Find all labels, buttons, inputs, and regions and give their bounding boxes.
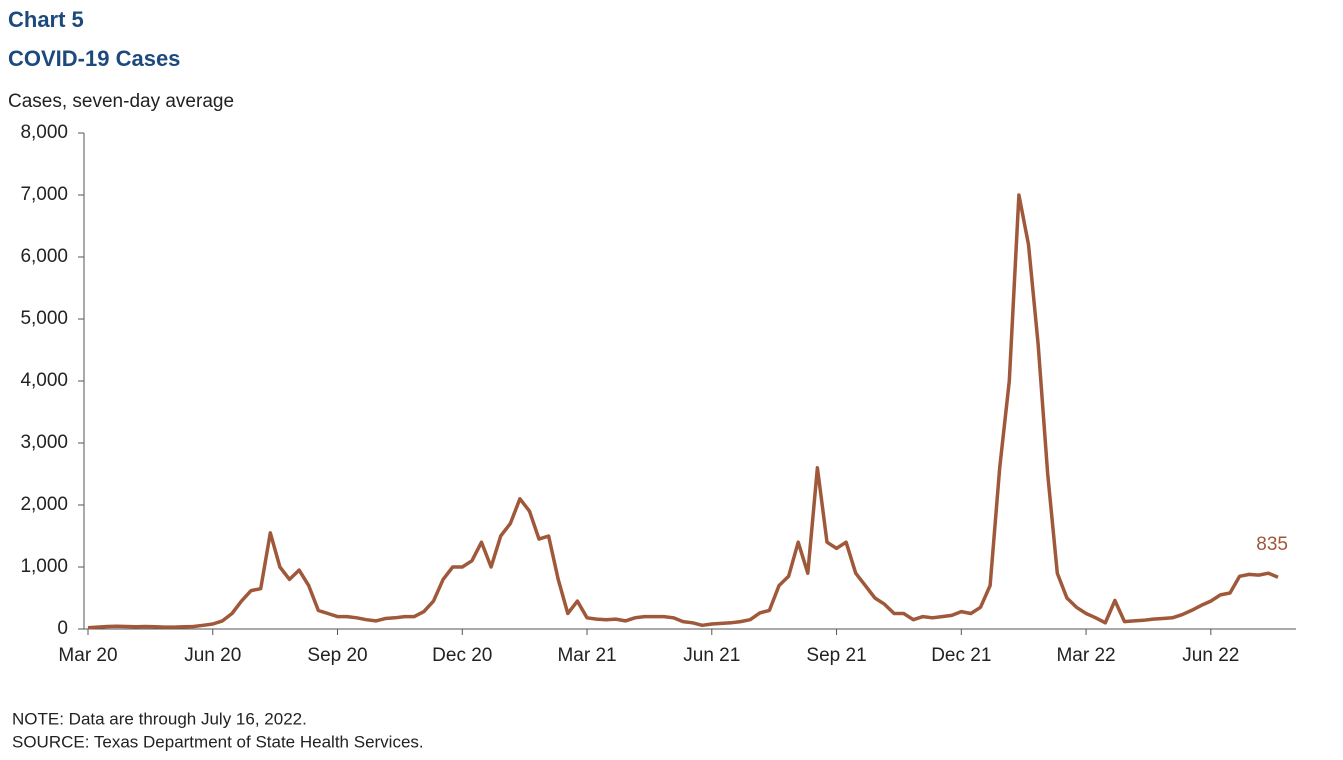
y-tick-label: 4,000 xyxy=(20,370,68,391)
x-tick-label: Jun 20 xyxy=(184,645,241,666)
y-tick-label: 3,000 xyxy=(20,432,68,453)
x-tick-label: Jun 21 xyxy=(683,645,740,666)
x-tick-label: Mar 22 xyxy=(1056,645,1115,666)
x-tick-label: Dec 20 xyxy=(432,645,492,666)
y-tick-label: 0 xyxy=(57,618,68,639)
y-tick-label: 1,000 xyxy=(20,556,68,577)
note: NOTE: Data are through July 16, 2022. xyxy=(12,709,307,728)
x-tick-label: Mar 20 xyxy=(58,645,117,666)
y-tick-label: 7,000 xyxy=(20,184,68,205)
y-tick-label: 2,000 xyxy=(20,494,68,515)
x-tick-label: Sep 21 xyxy=(806,645,866,666)
chart-label: Chart 5 xyxy=(8,7,84,32)
x-tick-label: Sep 20 xyxy=(307,645,367,666)
chart-title: COVID-19 Cases xyxy=(8,46,180,71)
y-tick-label: 6,000 xyxy=(20,246,68,267)
end-value-label: 835 xyxy=(1256,534,1288,555)
x-tick-label: Dec 21 xyxy=(931,645,991,666)
y-tick-label: 8,000 xyxy=(20,122,68,143)
source: SOURCE: Texas Department of State Health… xyxy=(12,732,424,751)
x-tick-label: Mar 21 xyxy=(557,645,616,666)
y-tick-label: 5,000 xyxy=(20,308,68,329)
series-line xyxy=(87,193,1279,630)
y-axis-label: Cases, seven-day average xyxy=(8,91,234,112)
x-tick-label: Jun 22 xyxy=(1182,645,1239,666)
